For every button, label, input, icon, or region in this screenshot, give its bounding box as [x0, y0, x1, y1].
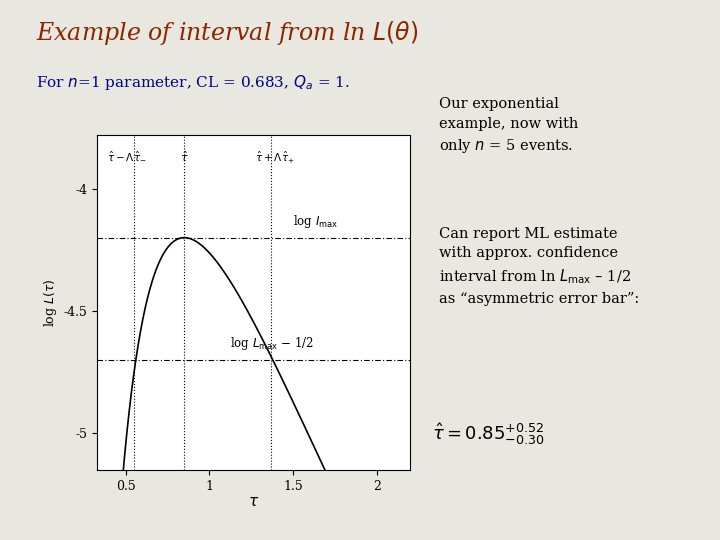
- Text: Our exponential
example, now with
only $\mathit{n}$ = 5 events.: Our exponential example, now with only $…: [439, 97, 579, 155]
- X-axis label: $\tau$: $\tau$: [248, 495, 259, 509]
- Y-axis label: log $L(\tau)$: log $L(\tau)$: [42, 278, 60, 327]
- Text: log $L_{\mathrm{max}}$ $-$ 1/2: log $L_{\mathrm{max}}$ $-$ 1/2: [230, 335, 313, 353]
- Text: log $\mathit{I}_{\mathrm{max}}$: log $\mathit{I}_{\mathrm{max}}$: [293, 213, 338, 230]
- Text: $\hat{\tau}$: $\hat{\tau}$: [180, 150, 189, 164]
- Text: Can report ML estimate
with approx. confidence
interval from ln $L_{\mathrm{max}: Can report ML estimate with approx. conf…: [439, 227, 639, 306]
- Text: $\hat{\tau} - \Lambda\hat{\tau}_{-}$: $\hat{\tau} - \Lambda\hat{\tau}_{-}$: [107, 150, 147, 162]
- Text: $\hat{\tau} + \Lambda\hat{\tau}_{+}$: $\hat{\tau} + \Lambda\hat{\tau}_{+}$: [255, 150, 294, 166]
- Text: For $\mathit{n}$=1 parameter, CL = 0.683, $Q_a$ = 1.: For $\mathit{n}$=1 parameter, CL = 0.683…: [36, 73, 350, 92]
- Text: Example of interval from ln $L(\theta)$: Example of interval from ln $L(\theta)$: [36, 19, 418, 47]
- Text: $\hat{\tau} = 0.85^{+0.52}_{-0.30}$: $\hat{\tau} = 0.85^{+0.52}_{-0.30}$: [432, 421, 544, 447]
